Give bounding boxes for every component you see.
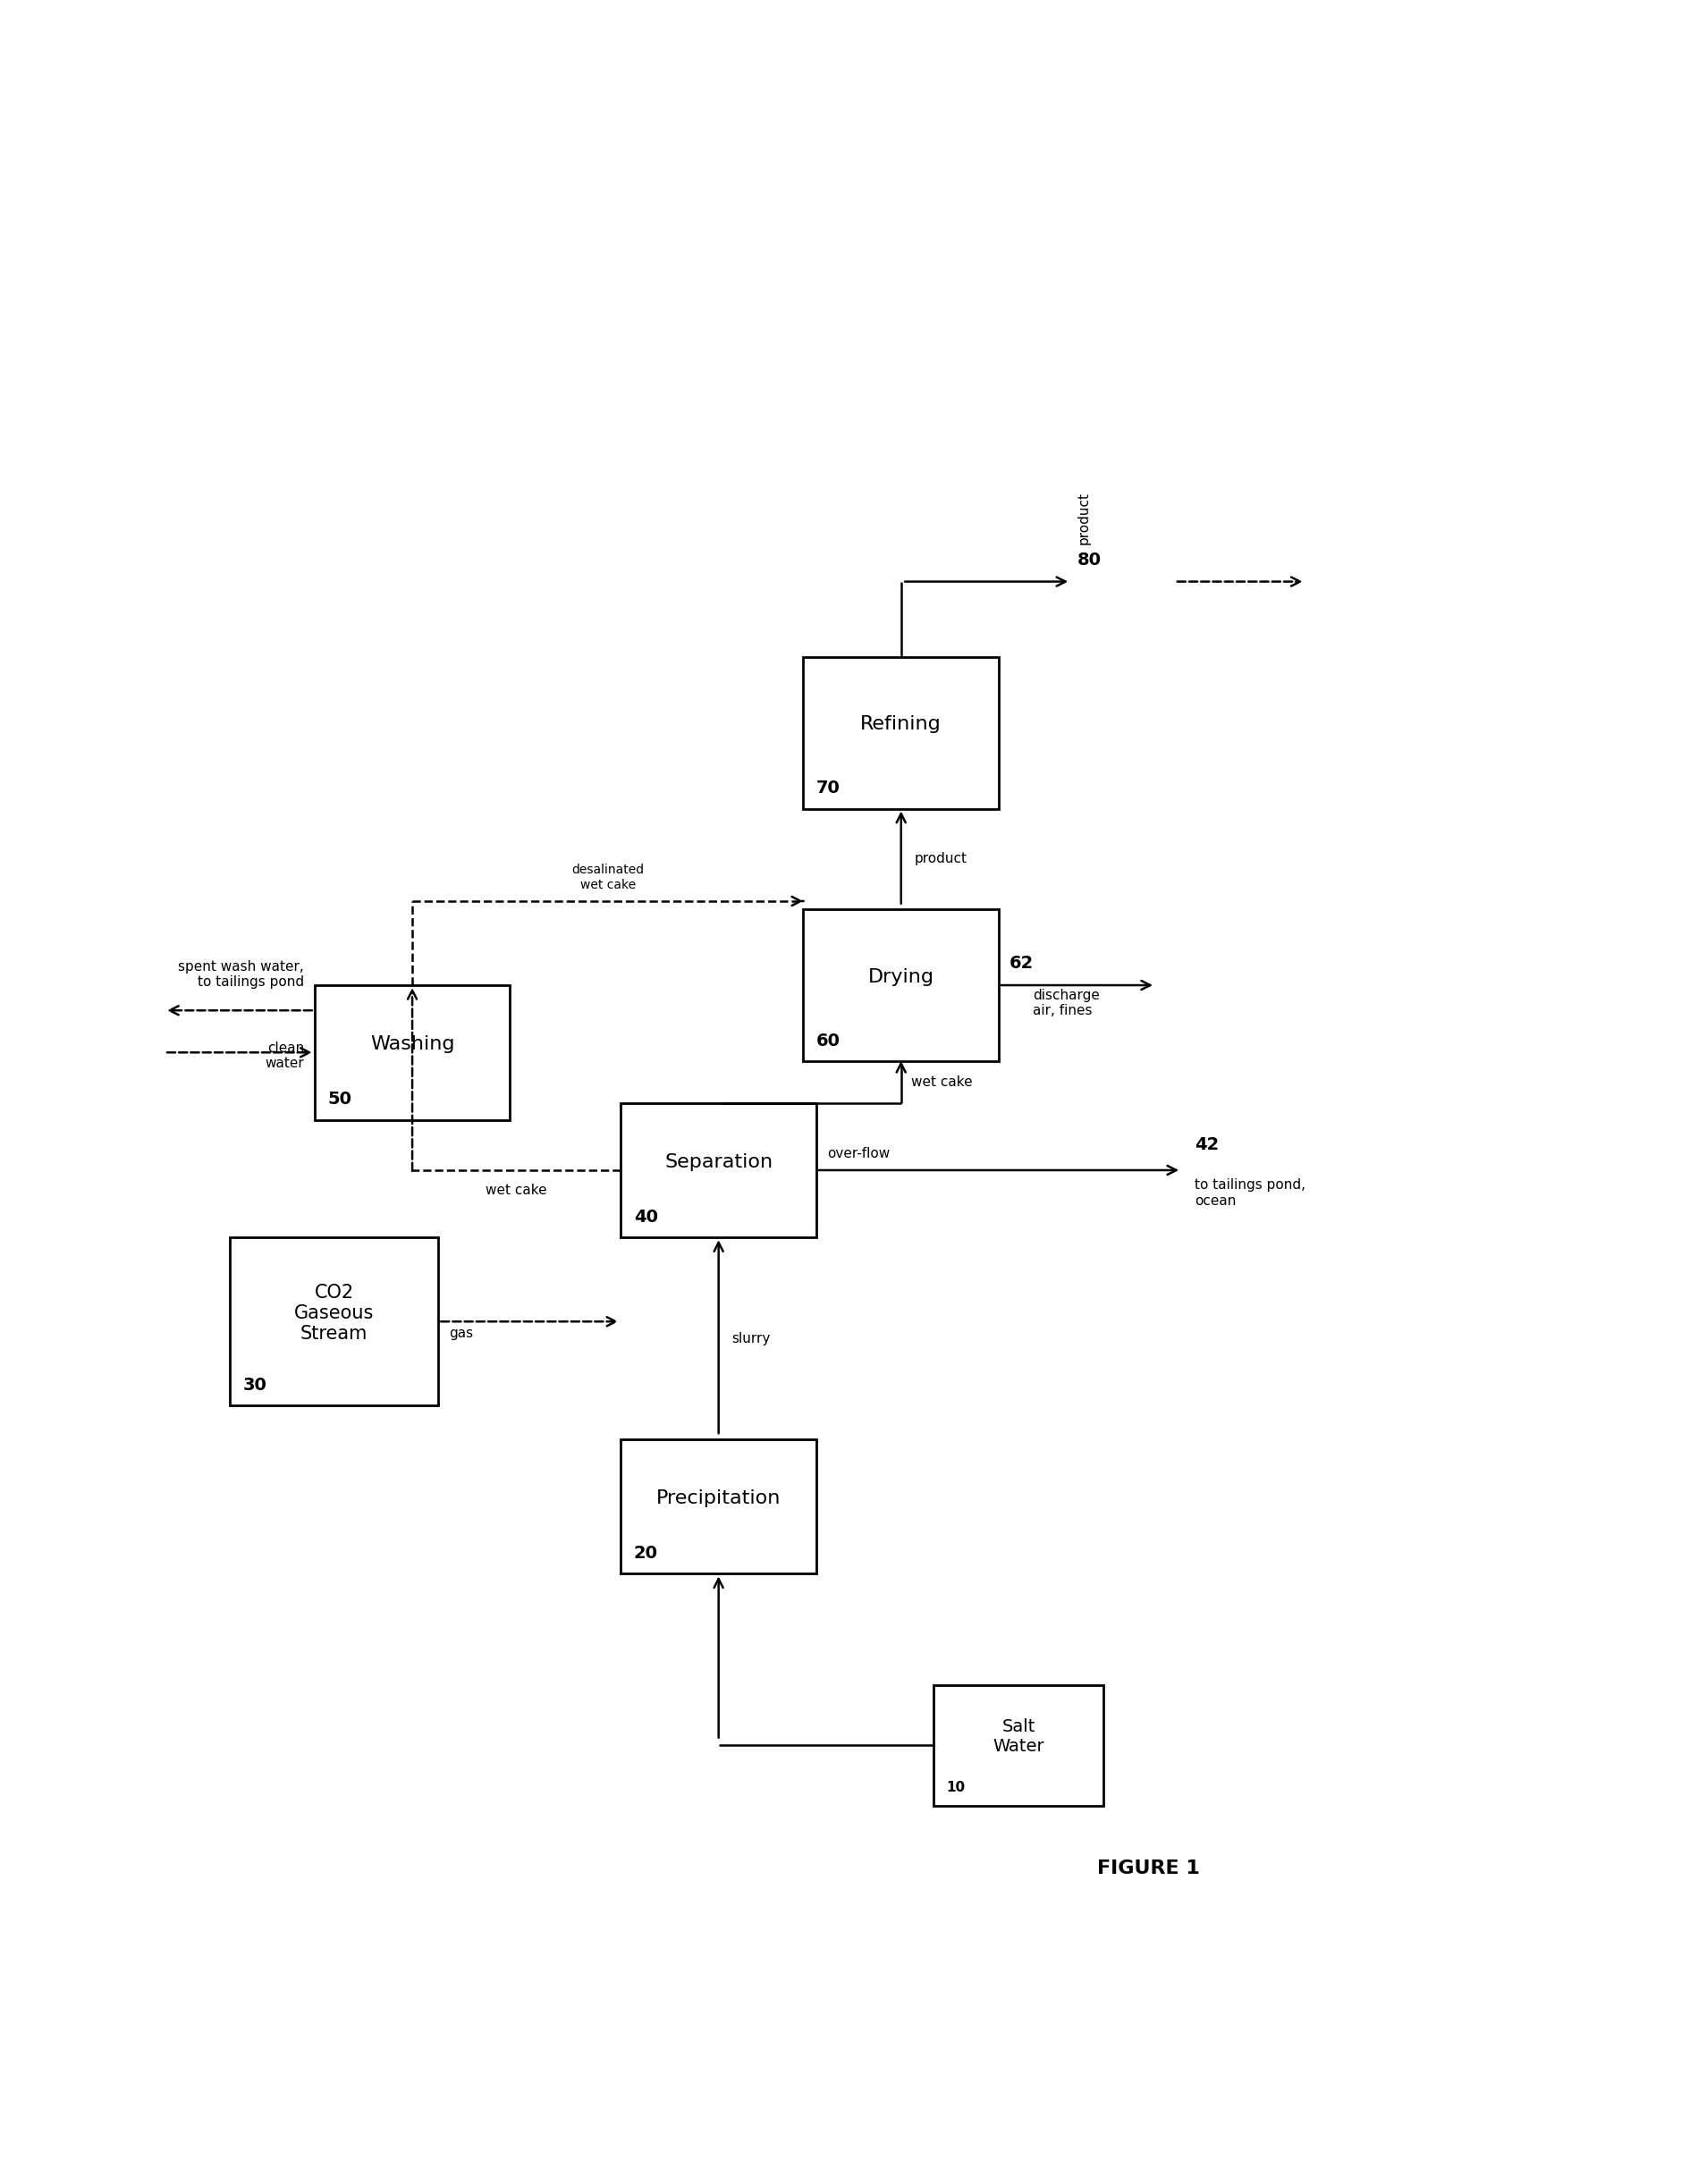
Bar <box>314 985 509 1120</box>
Text: 30: 30 <box>242 1376 267 1393</box>
Text: Salt
Water: Salt Water <box>992 1719 1044 1756</box>
Text: over-flow: over-flow <box>827 1147 889 1160</box>
Text: 10: 10 <box>946 1780 965 1793</box>
Text: discharge
air, fines: discharge air, fines <box>1032 989 1099 1018</box>
Text: Drying: Drying <box>867 968 933 985</box>
Text: wet cake: wet cake <box>486 1184 546 1197</box>
Text: product: product <box>914 852 967 865</box>
Text: 62: 62 <box>1009 954 1034 972</box>
Text: 70: 70 <box>815 780 840 797</box>
Text: slurry: slurry <box>731 1332 770 1345</box>
Text: 80: 80 <box>1076 550 1101 568</box>
Text: 20: 20 <box>634 1544 657 1562</box>
Bar <box>804 657 999 808</box>
Text: spent wash water,
to tailings pond: spent wash water, to tailings pond <box>178 961 304 989</box>
Text: CO2
Gaseous
Stream: CO2 Gaseous Stream <box>294 1284 373 1343</box>
Text: Separation: Separation <box>664 1153 772 1171</box>
Bar <box>933 1684 1103 1806</box>
Text: desalinated
wet cake: desalinated wet cake <box>572 865 644 891</box>
Text: FIGURE 1: FIGURE 1 <box>1096 1859 1200 1876</box>
Text: 60: 60 <box>815 1033 840 1048</box>
Text: Washing: Washing <box>370 1035 454 1053</box>
Text: 50: 50 <box>328 1092 351 1107</box>
Text: Refining: Refining <box>861 716 941 734</box>
Text: product: product <box>1076 491 1089 544</box>
Bar <box>620 1103 815 1238</box>
Bar <box>230 1238 439 1406</box>
Bar <box>804 909 999 1061</box>
Text: gas: gas <box>449 1326 472 1341</box>
Bar <box>620 1439 815 1575</box>
Text: 40: 40 <box>634 1208 657 1225</box>
Text: to tailings pond,
ocean: to tailings pond, ocean <box>1194 1179 1304 1208</box>
Text: Precipitation: Precipitation <box>656 1489 780 1507</box>
Text: wet cake: wet cake <box>911 1075 972 1088</box>
Text: clean
water: clean water <box>266 1042 304 1070</box>
Text: 42: 42 <box>1194 1136 1219 1153</box>
